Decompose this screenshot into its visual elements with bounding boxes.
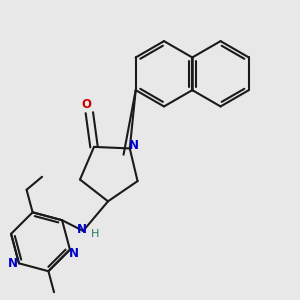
Text: H: H — [91, 229, 99, 239]
Text: N: N — [76, 224, 87, 236]
Text: N: N — [69, 247, 79, 260]
Text: O: O — [82, 98, 92, 111]
Text: N: N — [129, 139, 139, 152]
Text: N: N — [8, 257, 18, 270]
